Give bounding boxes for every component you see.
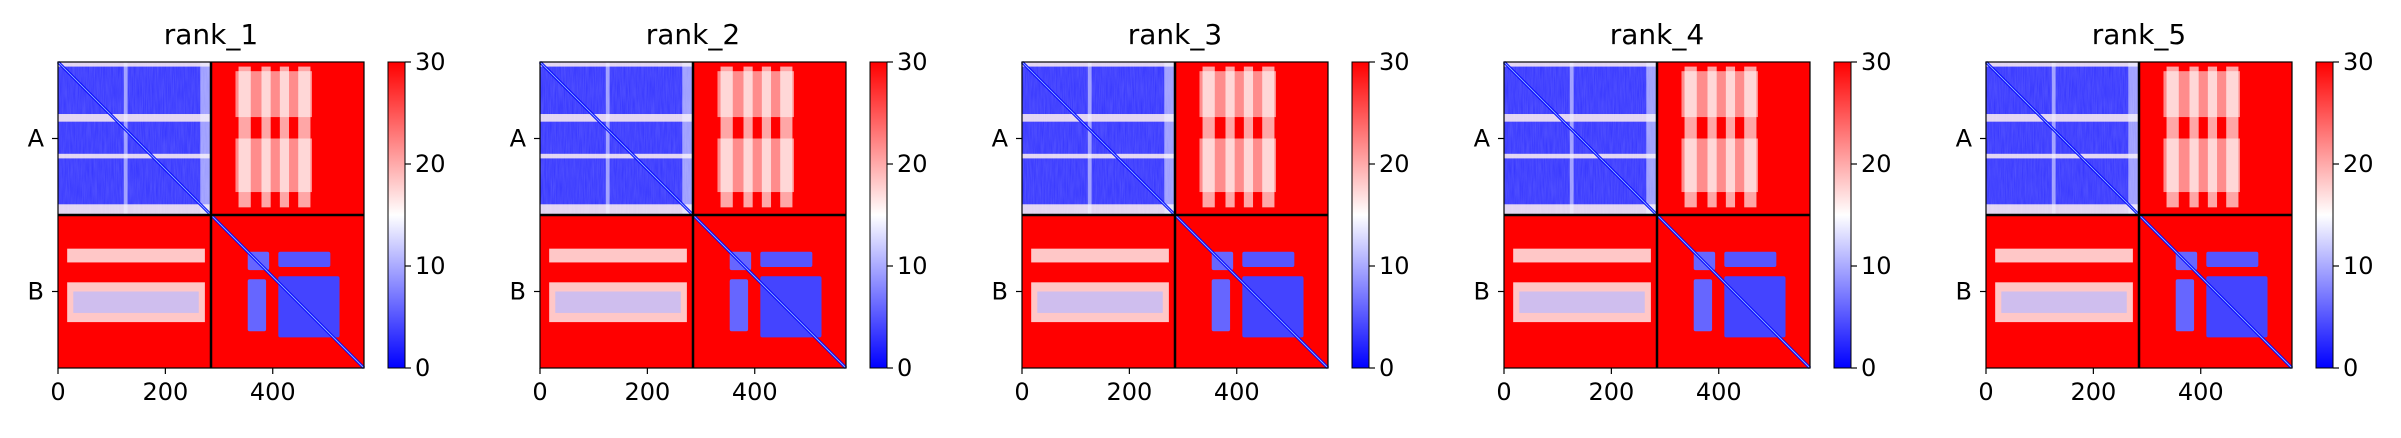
colorbar-tick-label-0: 0 <box>1379 354 1394 382</box>
colorbar <box>869 61 888 369</box>
panel-title: rank_1 <box>164 18 258 51</box>
y-tick-label-B: B <box>510 278 526 306</box>
y-tick-label-B: B <box>992 278 1008 306</box>
x-tick-label-0: 0 <box>532 378 547 406</box>
axes-frame <box>1021 61 1329 369</box>
axes-frame <box>539 61 847 369</box>
y-tick-label-B: B <box>1474 278 1490 306</box>
block-B-A <box>1995 248 2133 323</box>
x-tick-label-400: 400 <box>250 378 296 406</box>
y-tick-label-A: A <box>1956 125 1973 153</box>
colorbar <box>387 61 406 369</box>
block-A-B <box>717 66 794 208</box>
block-A-A <box>1984 60 2141 217</box>
colorbar <box>1351 61 1370 369</box>
block-A-B <box>1199 66 1276 208</box>
colorbar-tick-label-30: 30 <box>2343 48 2374 76</box>
y-tick-label-B: B <box>1956 278 1972 306</box>
panel-rank_1: rank_1 A B 0 200 400 0 10 20 30 <box>28 18 446 406</box>
colorbar-tick-label-0: 0 <box>415 354 430 382</box>
colorbar-tick-label-10: 10 <box>1379 252 1410 280</box>
block-B-A <box>1513 248 1651 323</box>
colorbar-tick-label-30: 30 <box>1861 48 1892 76</box>
block-A-A <box>56 60 213 217</box>
x-tick-label-0: 0 <box>1978 378 1993 406</box>
block-A-B <box>1681 66 1758 208</box>
colorbar <box>2315 61 2334 369</box>
colorbar <box>1833 61 1852 369</box>
block-B-B <box>209 213 366 370</box>
panel-title: rank_3 <box>1128 18 1222 51</box>
colorbar-tick-label-20: 20 <box>2343 150 2374 178</box>
colorbar-tick-label-20: 20 <box>415 150 446 178</box>
block-B-B <box>1655 213 1812 370</box>
colorbar-tick-label-30: 30 <box>897 48 928 76</box>
y-tick-label-A: A <box>992 125 1009 153</box>
block-B-A <box>549 248 687 323</box>
x-tick-label-400: 400 <box>732 378 778 406</box>
block-B-B <box>691 213 848 370</box>
block-A-A <box>1020 60 1177 217</box>
block-A-A <box>538 60 695 217</box>
colorbar-tick-label-10: 10 <box>415 252 446 280</box>
axes-frame <box>1503 61 1811 369</box>
y-tick-label-A: A <box>28 125 45 153</box>
axes-frame <box>1985 61 2293 369</box>
x-tick-label-400: 400 <box>1214 378 1260 406</box>
block-B-B <box>2137 213 2294 370</box>
y-tick-label-B: B <box>28 278 44 306</box>
colorbar-tick-label-30: 30 <box>415 48 446 76</box>
block-A-A <box>1502 60 1659 217</box>
x-tick-label-0: 0 <box>50 378 65 406</box>
colorbar-tick-label-0: 0 <box>1861 354 1876 382</box>
panel-title: rank_2 <box>646 18 740 51</box>
x-tick-label-400: 400 <box>2178 378 2224 406</box>
colorbar-tick-label-20: 20 <box>1379 150 1410 178</box>
colorbar-tick-label-0: 0 <box>2343 354 2358 382</box>
x-tick-label-200: 200 <box>1588 378 1634 406</box>
colorbar-tick-label-10: 10 <box>1861 252 1892 280</box>
x-tick-label-0: 0 <box>1496 378 1511 406</box>
y-tick-label-A: A <box>1474 125 1491 153</box>
y-tick-label-A: A <box>510 125 527 153</box>
block-B-A <box>1031 248 1169 323</box>
colorbar-tick-label-20: 20 <box>897 150 928 178</box>
block-B-A <box>67 248 205 323</box>
x-tick-label-0: 0 <box>1014 378 1029 406</box>
x-tick-label-200: 200 <box>1106 378 1152 406</box>
block-A-B <box>2163 66 2240 208</box>
panel-rank_5: rank_5 A B 0 200 400 0 10 20 30 <box>1956 18 2374 406</box>
axes-frame <box>57 61 365 369</box>
panel-rank_4: rank_4 A B 0 200 400 0 10 20 30 <box>1474 18 1892 406</box>
block-B-B <box>1173 213 1330 370</box>
colorbar-tick-label-30: 30 <box>1379 48 1410 76</box>
panel-title: rank_4 <box>1610 18 1704 51</box>
colorbar-tick-label-10: 10 <box>897 252 928 280</box>
colorbar-tick-label-10: 10 <box>2343 252 2374 280</box>
panel-title: rank_5 <box>2092 18 2186 51</box>
x-tick-label-200: 200 <box>624 378 670 406</box>
panel-rank_3: rank_3 A B 0 200 400 0 10 20 30 <box>992 18 1410 406</box>
x-tick-label-400: 400 <box>1696 378 1742 406</box>
colorbar-tick-label-20: 20 <box>1861 150 1892 178</box>
colorbar-tick-label-0: 0 <box>897 354 912 382</box>
panel-rank_2: rank_2 A B 0 200 400 0 10 20 30 <box>510 18 928 406</box>
x-tick-label-200: 200 <box>142 378 188 406</box>
x-tick-label-200: 200 <box>2070 378 2116 406</box>
block-A-B <box>235 66 312 208</box>
